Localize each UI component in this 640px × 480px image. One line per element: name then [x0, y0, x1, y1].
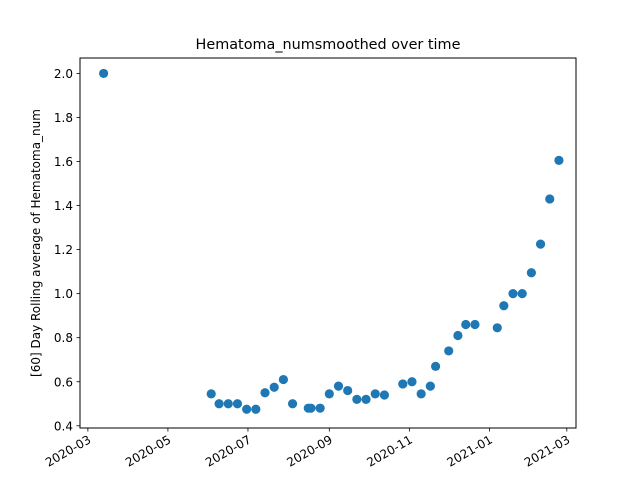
data-point	[370, 389, 380, 399]
y-tick-label: 1.6	[54, 155, 73, 169]
data-point	[206, 389, 216, 399]
data-point	[242, 404, 252, 414]
data-point	[379, 390, 390, 400]
data-point	[343, 385, 353, 396]
y-tick-label: 1.4	[54, 199, 73, 213]
y-axis: 0.4 0.6 0.8 1.0 1.2 1.4 1.6 1.8 2.0	[54, 67, 80, 433]
data-point	[416, 389, 426, 399]
data-point	[526, 268, 536, 278]
data-point	[517, 289, 527, 299]
data-point	[499, 301, 509, 311]
data-point	[223, 399, 233, 409]
data-point	[398, 379, 408, 389]
y-tick-label: 0.8	[54, 331, 73, 345]
data-point	[461, 319, 471, 330]
data-point	[407, 377, 417, 387]
data-point	[214, 399, 224, 409]
data-point	[324, 389, 334, 399]
data-point	[352, 394, 362, 404]
data-point	[251, 404, 261, 414]
data-point	[535, 239, 546, 249]
data-point	[470, 319, 480, 330]
data-point	[287, 399, 298, 409]
data-point	[278, 374, 288, 385]
data-point	[430, 361, 441, 371]
data-point	[554, 155, 564, 166]
data-point	[306, 403, 316, 413]
y-tick-label: 0.4	[54, 419, 73, 433]
data-point	[260, 388, 270, 398]
y-tick-label: 1.2	[54, 243, 73, 257]
data-point	[333, 381, 344, 391]
scatter-series	[99, 68, 564, 414]
y-tick-label: 2.0	[54, 67, 73, 81]
data-point	[444, 346, 454, 356]
y-tick-label: 1.8	[54, 111, 73, 125]
plot-area-frame	[79, 57, 577, 429]
y-tick-label: 0.6	[54, 375, 73, 389]
chart-title: Hematoma_numsmoothed over time	[196, 37, 461, 53]
data-point	[99, 68, 109, 79]
data-point	[361, 394, 371, 404]
data-point	[232, 399, 243, 409]
data-point	[508, 289, 518, 299]
data-point	[492, 323, 502, 333]
y-axis-label: [60] Day Rolling average of Hematoma_num	[29, 109, 43, 377]
data-point	[545, 194, 555, 204]
data-point	[425, 381, 435, 391]
y-tick-label: 1.0	[54, 287, 73, 301]
data-point	[269, 382, 279, 392]
data-point	[315, 403, 325, 413]
data-point	[453, 330, 463, 341]
